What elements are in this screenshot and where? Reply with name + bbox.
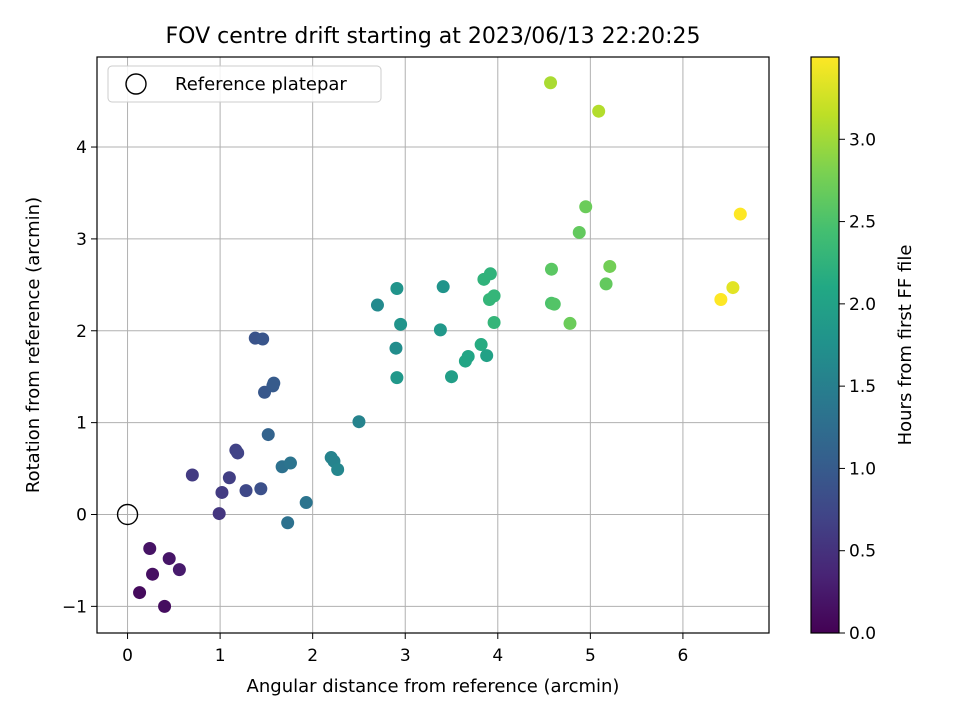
data-point	[239, 484, 253, 498]
x-tick-label: 6	[678, 646, 689, 666]
x-axis: 0 1 2 3 4 5 6	[122, 633, 688, 666]
grid	[97, 57, 769, 633]
data-point	[433, 323, 447, 337]
legend: Reference platepar	[107, 65, 382, 103]
colorbar-label: Hours from first FF file	[895, 245, 916, 446]
data-point	[544, 262, 558, 276]
data-point	[445, 370, 459, 384]
data-point	[352, 415, 366, 429]
x-tick-label: 2	[307, 646, 318, 666]
x-tick-label: 0	[122, 646, 133, 666]
colorbar-gradient	[810, 56, 840, 634]
data-point	[299, 496, 313, 510]
data-point	[436, 280, 450, 294]
colorbar-tick-label: 0.0	[849, 624, 876, 644]
data-point	[461, 349, 475, 363]
colorbar-tick-label: 3.0	[849, 130, 876, 150]
colorbar-ticks: 0.0 0.5 1.0 1.5 2.0 2.5 3.0	[839, 130, 876, 644]
y-tick-label: 2	[76, 322, 87, 342]
colorbar-tick-label: 0.5	[849, 542, 876, 562]
y-tick-label: 4	[76, 138, 87, 158]
legend-reference-marker	[125, 73, 147, 95]
colorbar-tick-label: 1.0	[849, 459, 876, 479]
data-point	[261, 428, 275, 442]
data-point	[733, 207, 747, 221]
data-point	[579, 200, 593, 214]
data-point	[487, 289, 501, 303]
colorbar-tick-label: 2.0	[849, 295, 876, 315]
data-point	[143, 541, 157, 555]
plot-frame	[96, 56, 770, 634]
data-point	[592, 104, 606, 118]
data-point	[544, 76, 558, 90]
data-point	[283, 456, 297, 470]
data-point	[267, 376, 281, 390]
data-point	[331, 462, 345, 476]
data-point	[599, 277, 613, 291]
scatter-points	[133, 76, 747, 613]
data-point	[222, 471, 236, 485]
data-point	[487, 315, 501, 329]
data-point	[256, 332, 270, 346]
data-point	[726, 281, 740, 295]
data-point	[231, 446, 245, 460]
data-point	[714, 293, 728, 307]
data-point	[146, 567, 160, 581]
x-tick-label: 3	[400, 646, 411, 666]
data-point	[474, 338, 488, 352]
data-point	[158, 599, 172, 613]
x-tick-label: 4	[492, 646, 503, 666]
y-tick-label: 1	[76, 414, 87, 434]
data-point	[212, 507, 226, 521]
data-point	[394, 317, 408, 331]
legend-box	[107, 65, 382, 103]
reference-marker	[116, 503, 139, 526]
data-point	[162, 552, 176, 566]
x-axis-label: Angular distance from reference (arcmin)	[247, 676, 620, 697]
y-tick-label: 3	[76, 230, 87, 250]
data-point	[172, 563, 186, 577]
colorbar-tick-label: 1.5	[849, 377, 876, 397]
x-tick-label: 1	[215, 646, 226, 666]
data-point	[563, 316, 577, 330]
data-point	[390, 371, 404, 385]
data-point	[603, 259, 617, 273]
y-tick-label: −1	[62, 597, 87, 617]
data-point	[480, 349, 494, 363]
chart-title: FOV centre drift starting at 2023/06/13 …	[166, 24, 701, 49]
data-point	[215, 485, 229, 499]
data-point	[370, 298, 384, 312]
data-point	[389, 341, 403, 355]
legend-entry-reference: Reference platepar	[175, 74, 347, 95]
data-point	[185, 468, 199, 482]
colorbar: 0.0 0.5 1.0 1.5 2.0 2.5 3.0 Hours from first F…	[810, 56, 916, 644]
data-point	[390, 282, 404, 296]
x-tick-label: 5	[585, 646, 596, 666]
data-point	[281, 516, 295, 530]
data-point	[133, 586, 147, 600]
colorbar-tick-label: 2.5	[849, 213, 876, 233]
y-axis: −1 0 1 2 3 4	[62, 138, 97, 617]
data-point	[572, 225, 586, 239]
y-tick-label: 0	[76, 505, 87, 525]
reference-marker-group	[116, 503, 139, 526]
data-point	[254, 482, 268, 496]
data-point	[483, 267, 497, 281]
data-point	[547, 297, 561, 311]
y-axis-label: Rotation from reference (arcmin)	[23, 197, 44, 493]
